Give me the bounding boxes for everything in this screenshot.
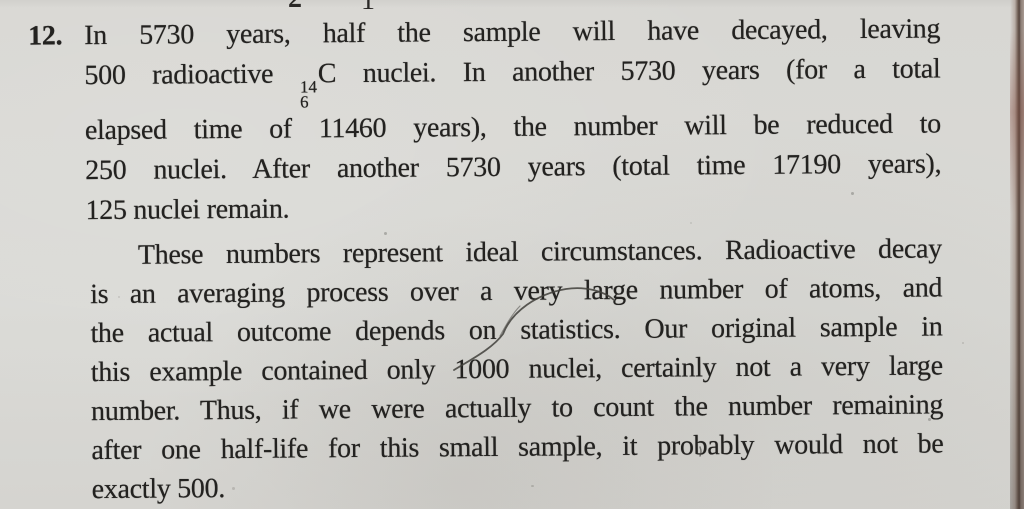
text-line: is an averaging process over a very larg… <box>90 272 943 311</box>
problem-12-paragraph: 12. In 5730 years, half the sample will … <box>28 9 942 231</box>
text-line: exactly 500. <box>91 473 226 506</box>
cut-off-text-fragment: 2 <box>288 0 302 15</box>
isotope-symbol: C <box>317 58 337 90</box>
scan-speck <box>962 342 964 344</box>
text-line: the actual outcome depends on statistics… <box>90 311 943 350</box>
text-line: elapsed time of 11460 years), the number… <box>84 108 942 147</box>
scan-speck <box>531 485 534 487</box>
text-line: 500 radioactive 14 6 C nuclei. In another … <box>84 49 940 111</box>
text-segment: In 5730 years, half the sample will have… <box>84 13 941 52</box>
scan-speck <box>118 296 120 298</box>
text-line: 250 nuclei. After another 5730 years (to… <box>85 148 942 187</box>
cut-off-text-fragment: 1 <box>361 0 375 15</box>
text-segment: nuclei. In another 5730 years (for a tot… <box>362 53 941 89</box>
isotope-atomic-number: 6 <box>300 92 309 112</box>
text-line: number. Thus, if we were actually to cou… <box>90 389 944 428</box>
scan-speck <box>928 418 931 421</box>
scan-speck <box>232 487 235 490</box>
text-line: this example contained only 1000 nuclei,… <box>90 350 943 389</box>
text-line: after one half-life for this small sampl… <box>91 428 944 467</box>
scan-speck <box>851 192 854 195</box>
item-number: 12. <box>28 20 63 52</box>
text-line: These numbers represent ideal circumstan… <box>137 233 942 271</box>
scan-speck <box>690 222 692 224</box>
page-edge-shadow <box>1010 0 1024 509</box>
scan-speck <box>384 232 387 235</box>
discussion-paragraph: These numbers represent ideal circumstan… <box>90 229 944 509</box>
text-line: 125 nuclei remain. <box>85 193 290 227</box>
page-text: 12. In 5730 years, half the sample will … <box>28 9 944 509</box>
cut-off-previous-line: 2 1 <box>0 0 1024 15</box>
text-segment: 500 radioactive <box>84 58 274 92</box>
carbon-14-isotope-notation: 14 6 C <box>300 54 337 112</box>
